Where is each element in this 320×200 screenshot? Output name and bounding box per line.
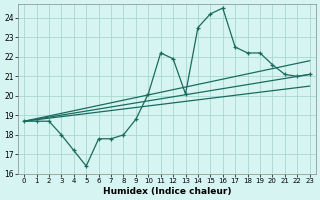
X-axis label: Humidex (Indice chaleur): Humidex (Indice chaleur) bbox=[103, 187, 231, 196]
